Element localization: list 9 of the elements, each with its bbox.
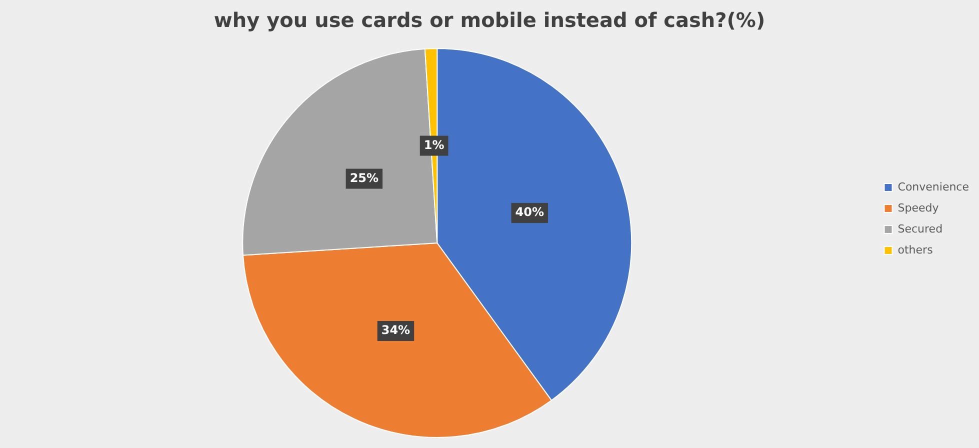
- data-label: 34%: [381, 323, 410, 338]
- chart-title: why you use cards or mobile instead of cash?(%): [214, 8, 766, 32]
- legend-label: Secured: [898, 222, 943, 236]
- data-label: 40%: [515, 205, 544, 220]
- legend-label: others: [898, 243, 934, 256]
- data-label: 25%: [350, 170, 379, 185]
- legend-label: Speedy: [898, 201, 940, 214]
- legend-label: Convenience: [898, 180, 970, 194]
- data-label: 1%: [424, 138, 444, 152]
